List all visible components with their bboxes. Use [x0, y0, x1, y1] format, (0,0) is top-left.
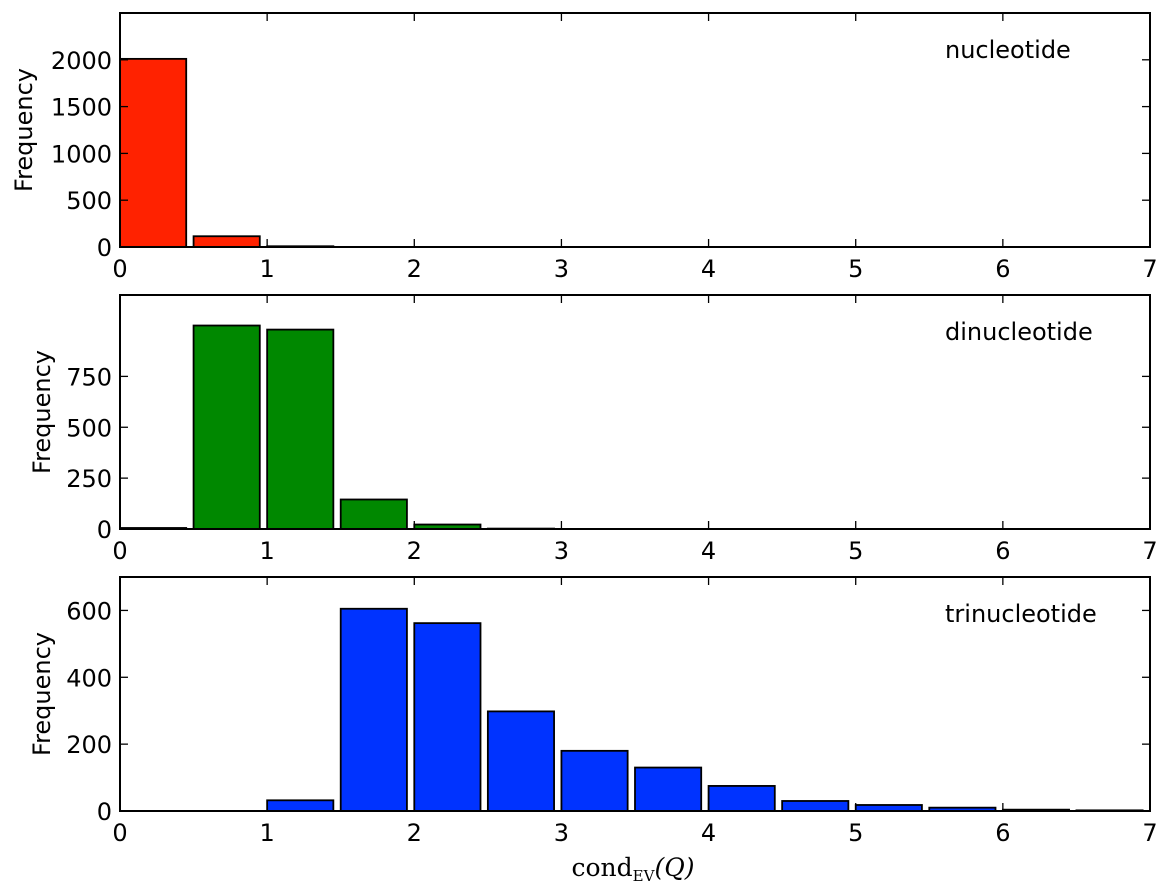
- x-tick-label: 5: [848, 819, 863, 847]
- series-annotation: nucleotide: [945, 36, 1071, 64]
- series-annotation: trinucleotide: [945, 600, 1097, 628]
- x-tick-label: 6: [995, 819, 1010, 847]
- bar: [560, 749, 629, 812]
- bar: [781, 800, 850, 812]
- y-tick-label: 600: [66, 597, 112, 625]
- x-tick-label: 2: [407, 819, 422, 847]
- x-tick-label: 0: [112, 537, 127, 565]
- x-tick-label: 1: [260, 819, 275, 847]
- bar: [266, 328, 335, 530]
- axes-frame: [119, 294, 1151, 530]
- y-tick-label: 2000: [51, 47, 112, 75]
- x-tick-label: 0: [112, 255, 127, 283]
- x-tick-label: 2: [407, 255, 422, 283]
- y-tick-label: 500: [66, 187, 112, 215]
- x-tick-label: 6: [995, 255, 1010, 283]
- x-tick-label: 7: [1142, 255, 1157, 283]
- x-tick-label: 4: [701, 819, 716, 847]
- bar: [707, 785, 776, 812]
- x-tick-label: 2: [407, 537, 422, 565]
- x-tick-label: 3: [554, 819, 569, 847]
- bar: [339, 607, 408, 812]
- bar: [266, 799, 335, 812]
- series-annotation: dinucleotide: [945, 318, 1093, 346]
- y-tick-label: 400: [66, 664, 112, 692]
- x-tick-label: 0: [112, 819, 127, 847]
- x-axis-label: condEV(Q): [572, 853, 695, 884]
- x-tick-label: 7: [1142, 819, 1157, 847]
- bar: [119, 57, 188, 248]
- y-tick-label: 1500: [51, 94, 112, 122]
- chart-panel-trinucleotide: 0 1 2 3 4 5 6 7 0 200 400 600 Frequency trinucleotide…: [28, 576, 1158, 884]
- x-tick-label: 4: [701, 255, 716, 283]
- y-tick-label: 1000: [51, 140, 112, 168]
- y-tick-label: 500: [66, 414, 112, 442]
- y-tick-label: 750: [66, 363, 112, 391]
- y-axis-label: Frequency: [10, 68, 38, 192]
- x-tick-label: 1: [260, 537, 275, 565]
- bar: [634, 766, 703, 812]
- y-tick-label: 250: [66, 465, 112, 493]
- x-tick-label: 1: [260, 255, 275, 283]
- axes-frame: [119, 576, 1151, 812]
- y-tick-label: 200: [66, 731, 112, 759]
- y-axis-label: Frequency: [28, 350, 56, 474]
- x-tick-label: 6: [995, 537, 1010, 565]
- y-tick-label: 0: [97, 234, 112, 262]
- bar: [192, 324, 261, 530]
- bar: [192, 235, 261, 248]
- y-axis-label: Frequency: [28, 632, 56, 756]
- bar: [413, 622, 482, 812]
- chart-panel-dinucleotide: 0 1 2 3 4 5 6 7 0 250 500 750 Frequency dinucleotide: [28, 294, 1158, 565]
- x-tick-label: 4: [701, 537, 716, 565]
- y-tick-label: 0: [97, 798, 112, 826]
- x-tick-label: 7: [1142, 537, 1157, 565]
- x-tick-label: 5: [848, 537, 863, 565]
- x-tick-label: 3: [554, 255, 569, 283]
- chart-panel-nucleotide: 0 1 2 3 4 5 6 7 0 500 1000 1500 2000 Frequency nucleot…: [10, 12, 1158, 283]
- x-tick-label: 5: [848, 255, 863, 283]
- axes-frame: [119, 12, 1151, 248]
- y-tick-label: 0: [97, 516, 112, 544]
- x-tick-label: 3: [554, 537, 569, 565]
- bar: [339, 498, 408, 530]
- bar: [486, 710, 555, 812]
